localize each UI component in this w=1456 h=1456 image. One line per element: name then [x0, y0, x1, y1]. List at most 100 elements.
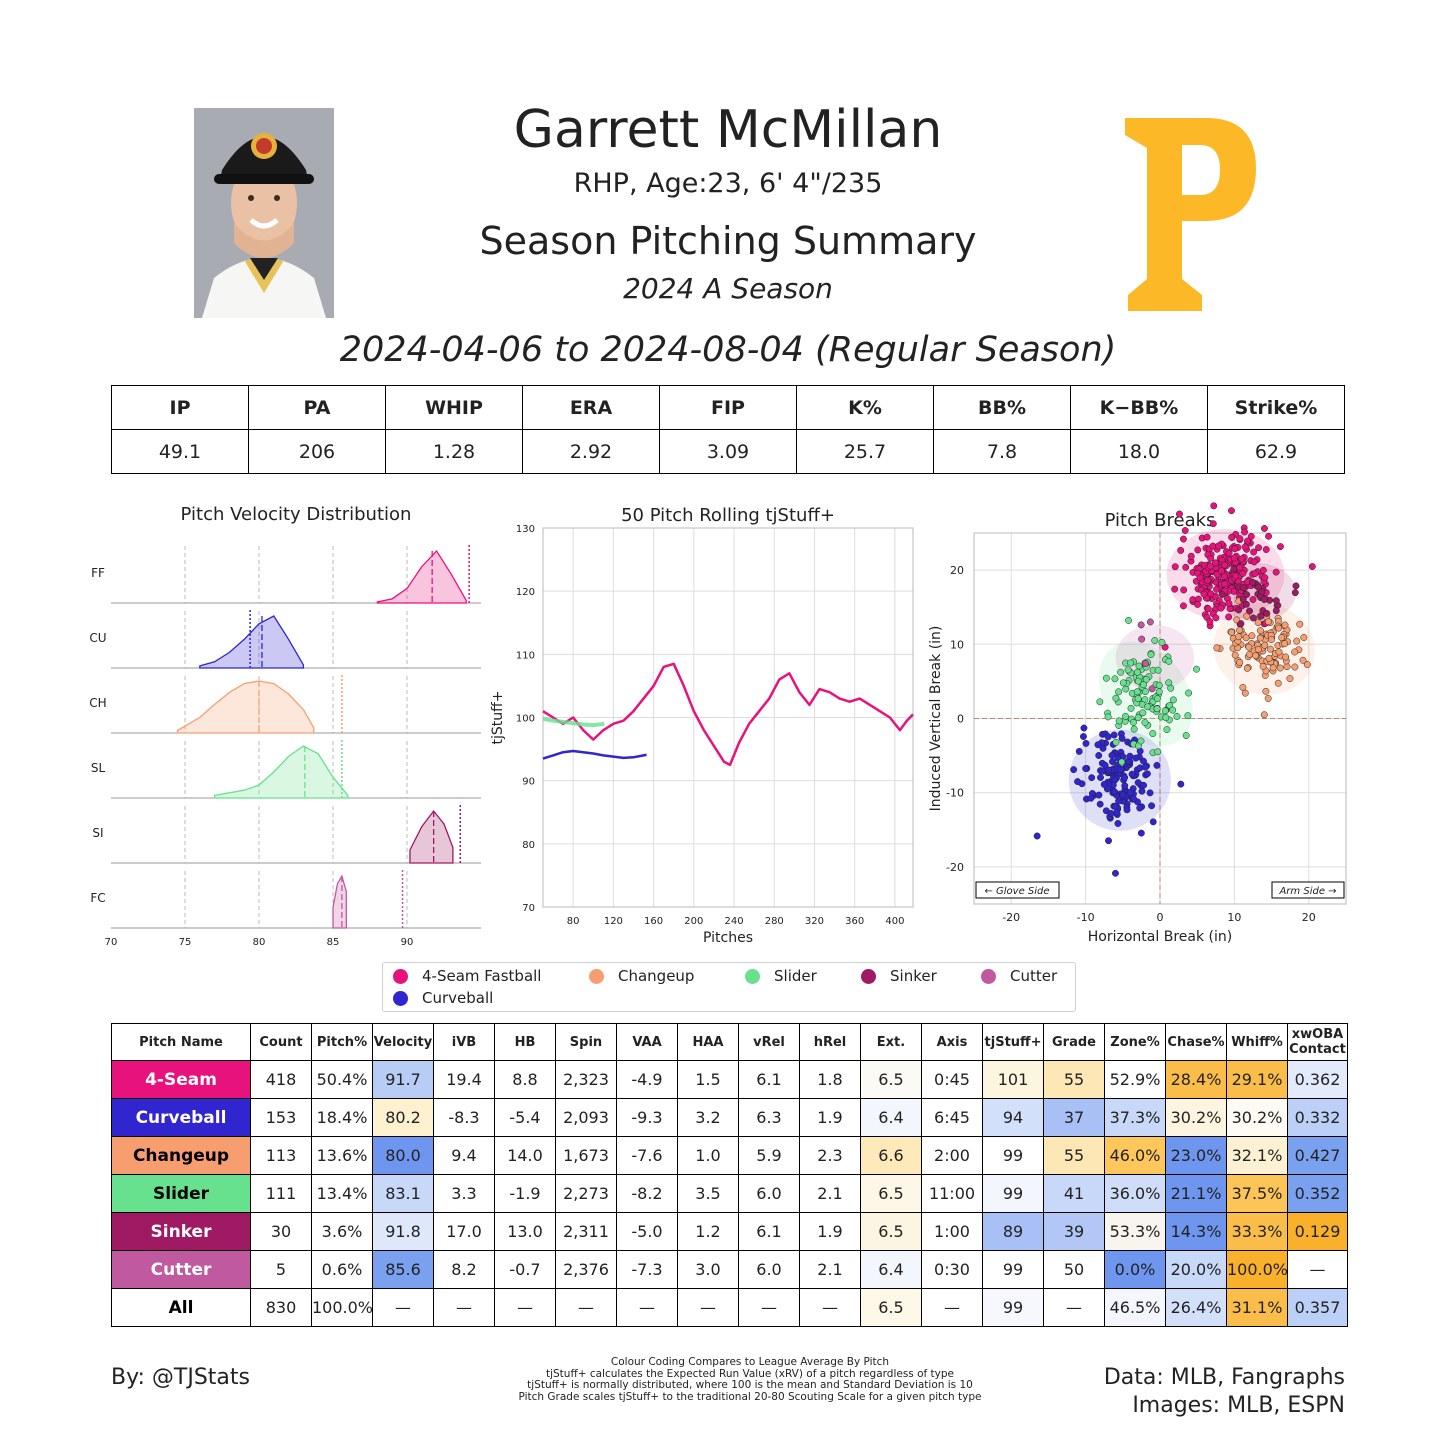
pitch-break-point	[1127, 704, 1135, 712]
pitch-table-cell: 41	[1043, 1174, 1105, 1213]
pitch-table-header-0: Pitch Name	[111, 1023, 251, 1061]
pitch-break-point	[1133, 688, 1141, 696]
pitch-break-point	[1126, 789, 1134, 797]
pitch-table-cell: 2,273	[555, 1174, 617, 1213]
pitch-table-cell: 101	[982, 1060, 1044, 1099]
pitch-table-header-18: xwOBA Contact	[1287, 1023, 1348, 1061]
pitch-break-point	[1111, 675, 1119, 683]
pitch-break-point	[1241, 689, 1249, 697]
pitch-table-cell: 113	[250, 1136, 312, 1175]
legend-item-4-seam-fastball: 4-Seam Fastball	[393, 967, 541, 985]
season-label: 2024 A Season	[623, 272, 833, 305]
pitch-table-cell: 3.5	[677, 1174, 739, 1213]
breaks-x-label: Horizontal Break (in)	[1088, 929, 1232, 945]
pitch-break-point	[1148, 685, 1156, 693]
footnotes: Colour Coding Compares to League Average…	[440, 1356, 1060, 1403]
pitch-break-point	[1107, 810, 1115, 817]
pitch-table-cell: —	[738, 1288, 800, 1327]
pitch-break-point	[1274, 679, 1282, 687]
pitch-break-point	[1141, 719, 1149, 726]
pitch-table-cell: 13.4%	[311, 1174, 373, 1213]
pitch-metrics-table: Pitch Name Count Pitch% Velocity iVB HB Spin VA…	[111, 1023, 1348, 1327]
pitch-table-row: Changeup 113 13.6% 80.0 9.4 14.0 1,673 -7.6 1.0 5…	[111, 1136, 1348, 1175]
breaks-y-tick: -10	[946, 787, 964, 800]
rolling-x-tick: 320	[805, 916, 824, 927]
pitch-table-header-9: vRel	[738, 1023, 800, 1061]
pitch-break-point	[1161, 707, 1169, 715]
pitch-break-point	[1194, 601, 1202, 608]
pitch-table-cell: 2:00	[921, 1136, 983, 1175]
pitch-break-point	[1169, 706, 1177, 714]
pitch-break-point	[1121, 782, 1129, 790]
breaks-y-tick: 10	[950, 638, 964, 651]
pitch-table-cell: 37	[1043, 1098, 1105, 1137]
pitch-break-point	[1255, 544, 1263, 552]
pitch-break-point	[1213, 644, 1221, 652]
pitch-break-point	[1276, 664, 1284, 672]
pitch-table-cell: 6.4	[860, 1098, 922, 1137]
pitch-break-point	[1130, 795, 1138, 803]
pitch-break-point	[1230, 565, 1238, 573]
pitch-break-point	[1119, 679, 1127, 687]
pitch-break-point	[1264, 695, 1272, 702]
pitch-table-cell: 31.1%	[1226, 1288, 1288, 1327]
pitch-table-cell: 418	[250, 1060, 312, 1099]
pitch-table-cell: 14.0	[494, 1136, 556, 1175]
pitch-break-point	[1117, 668, 1125, 676]
pitch-break-point	[1243, 591, 1251, 599]
legend-item-changeup: Changeup	[589, 967, 694, 985]
pitch-table-cell: 99	[982, 1136, 1044, 1175]
pitch-break-point	[1293, 637, 1301, 645]
velocity-density-CH	[176, 680, 315, 734]
pitch-table-cell: 8.2	[433, 1250, 495, 1289]
footnote-line: Colour Coding Compares to League Average…	[610, 1356, 890, 1368]
pitch-name-cell: 4-Seam	[111, 1060, 251, 1099]
pitch-break-point	[1100, 780, 1108, 788]
byline: By: @TJStats	[111, 1365, 251, 1390]
legend-label: Curveball	[422, 989, 494, 1007]
pitch-break-point	[1121, 774, 1129, 781]
stat-value-3: 2.92	[522, 429, 660, 474]
pitch-table-cell: —	[799, 1288, 861, 1327]
pitch-break-point	[1291, 589, 1299, 597]
footnote-line: Pitch Grade scales tjStuff+ to the tradi…	[518, 1390, 982, 1403]
pitch-table-cell: 52.9%	[1104, 1060, 1166, 1099]
stat-header-3: ERA	[522, 385, 660, 430]
pitch-break-point	[1181, 527, 1189, 534]
pitch-break-point	[1125, 616, 1132, 624]
glove-side-label: ← Glove Side	[984, 886, 1049, 897]
pitch-table-cell: 2.1	[799, 1174, 861, 1213]
footnote-line: tjStuff+ calculates the Expected Run Val…	[545, 1367, 955, 1380]
pitch-break-point	[1260, 596, 1268, 603]
pitch-break-point	[1258, 588, 1266, 596]
pitch-break-point	[1204, 605, 1212, 613]
pitch-table-cell: 1:00	[921, 1212, 983, 1251]
pitch-break-point	[1134, 714, 1142, 722]
velocity-row-label-FC: FC	[90, 891, 105, 905]
pitch-break-point	[1187, 552, 1195, 560]
pitch-break-point	[1123, 806, 1131, 814]
pitch-table-cell: 8.8	[494, 1060, 556, 1099]
pitch-break-point	[1074, 778, 1082, 786]
pitch-break-point	[1179, 602, 1187, 610]
pitch-break-point	[1275, 624, 1283, 632]
pitch-table-cell: 26.4%	[1165, 1288, 1227, 1327]
pitch-break-point	[1189, 596, 1197, 604]
pitch-table-cell: 0.352	[1287, 1174, 1348, 1213]
pitch-table-header-12: Axis	[921, 1023, 983, 1061]
pitch-break-point	[1095, 752, 1103, 759]
rolling-line-4-seam-fastball	[542, 662, 914, 767]
pitch-table-cell: 3.6%	[311, 1212, 373, 1251]
pitch-break-point	[1104, 713, 1112, 721]
pitch-table-cell: —	[616, 1288, 678, 1327]
pitch-name-cell: Curveball	[111, 1098, 251, 1137]
pitch-break-point	[1119, 791, 1127, 799]
pitch-table-cell: 1.9	[799, 1212, 861, 1251]
pitch-name-cell: Slider	[111, 1174, 251, 1213]
pitch-break-point	[1207, 554, 1215, 562]
pitch-table-cell: 99	[982, 1288, 1044, 1327]
pitch-table-cell: —	[494, 1288, 556, 1327]
pitch-table-cell: 28.4%	[1165, 1060, 1227, 1099]
pitch-break-point	[1254, 645, 1262, 653]
pitch-break-point	[1129, 719, 1137, 726]
